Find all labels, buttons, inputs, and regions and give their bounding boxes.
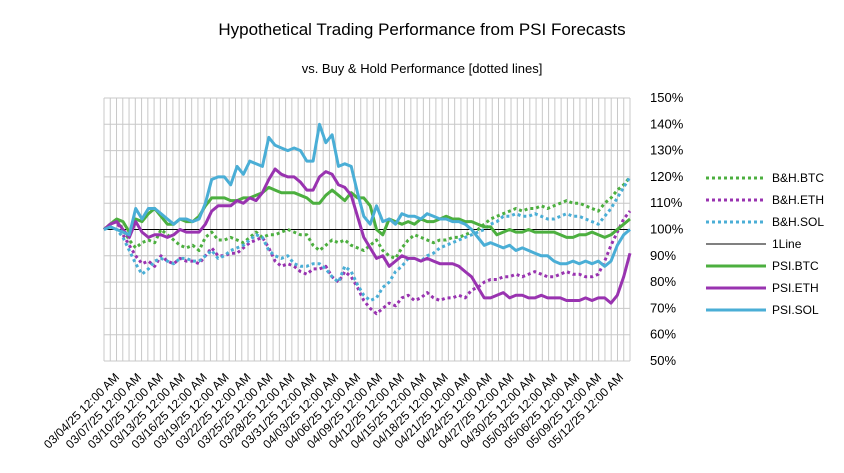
y-tick-label: 110% (650, 195, 683, 210)
legend-label-1line: 1Line (772, 237, 802, 251)
series-line-b-h-btc (103, 175, 632, 260)
series-line-b-h-sol (103, 176, 632, 302)
y-tick-label: 60% (650, 327, 676, 342)
y-tick-label: 100% (650, 222, 684, 237)
chart-subtitle: vs. Buy & Hold Performance [dotted lines… (302, 61, 543, 76)
legend-label-b-h-sol: B&H.SOL (772, 215, 824, 229)
legend-label-b-h-eth: B&H.ETH (772, 193, 824, 207)
legend-label-b-h-btc: B&H.BTC (772, 171, 824, 185)
series-lines (103, 122, 632, 316)
series-line-b-h-eth (103, 210, 632, 316)
y-tick-label: 130% (650, 143, 684, 158)
y-tick-label: 80% (650, 274, 676, 289)
y-tick-label: 140% (650, 116, 684, 131)
y-tick-label: 50% (650, 353, 676, 368)
y-tick-label: 150% (650, 90, 684, 105)
series-line-psi-eth (103, 167, 632, 305)
y-axis-labels: 50% 60% 70% 80% 90% 100% 110% 120% 130% 140% 150% (650, 90, 684, 368)
y-tick-label: 120% (650, 169, 684, 184)
y-tick-label: 70% (650, 300, 676, 315)
legend-label-psi-sol: PSI.SOL (772, 303, 819, 317)
legend-label-psi-btc: PSI.BTC (772, 259, 819, 273)
chart-title: Hypothetical Trading Performance from PS… (218, 20, 625, 39)
y-tick-label: 90% (650, 248, 676, 263)
series-line-psi-sol (103, 122, 631, 268)
legend: B&H.BTC B&H.ETH B&H.SOL 1Line PSI.BTC PSI.ETH… (706, 171, 824, 317)
legend-label-psi-eth: PSI.ETH (772, 281, 819, 295)
